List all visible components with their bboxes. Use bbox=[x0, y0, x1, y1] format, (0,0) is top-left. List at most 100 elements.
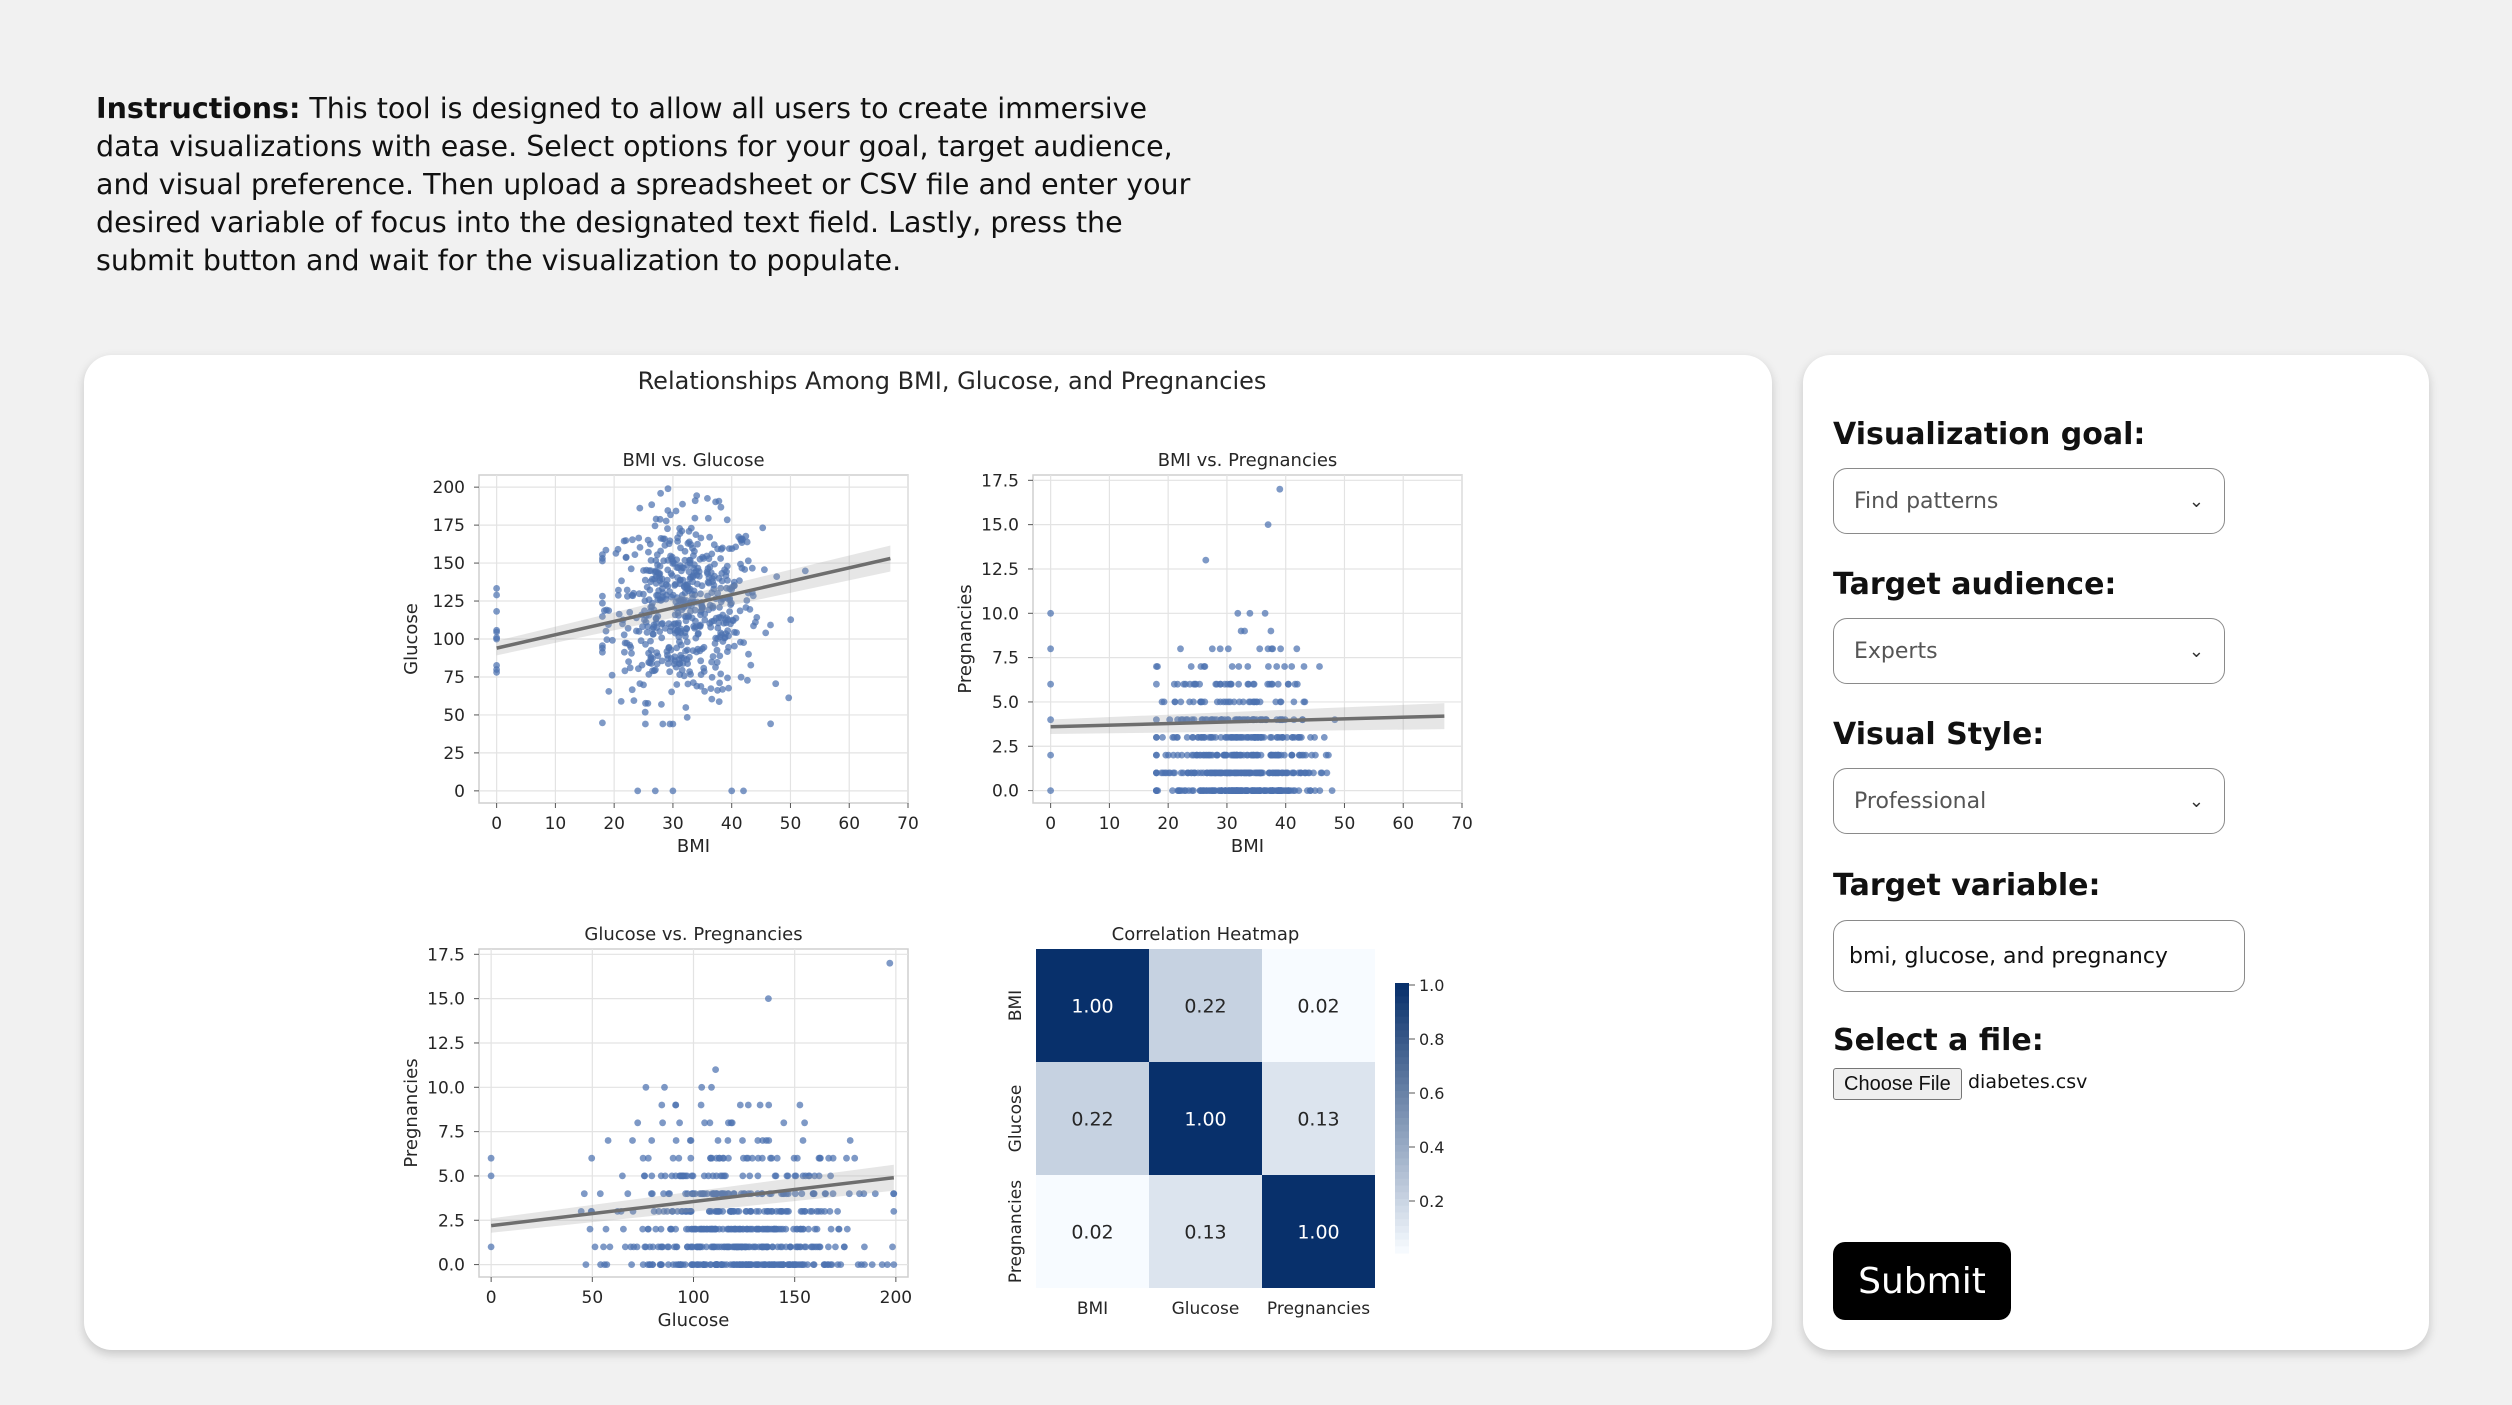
scatter-point bbox=[861, 1243, 868, 1251]
scatter-point bbox=[737, 673, 745, 681]
scatter-point bbox=[790, 1225, 797, 1233]
scatter-point bbox=[741, 566, 749, 573]
scatter-point bbox=[1174, 716, 1181, 724]
scatter-point bbox=[1153, 751, 1160, 759]
scatter-point bbox=[808, 1208, 816, 1215]
y-tick-label: 10.0 bbox=[981, 604, 1019, 624]
scatter-point bbox=[764, 1225, 771, 1233]
scatter-point bbox=[1174, 787, 1182, 794]
scatter-point bbox=[687, 541, 695, 548]
confidence-band bbox=[1050, 703, 1445, 734]
scatter-point bbox=[785, 1208, 792, 1215]
scatter-point bbox=[1273, 751, 1281, 759]
colorbar-segment bbox=[1395, 1084, 1409, 1092]
scatter-point bbox=[588, 1154, 596, 1162]
scatter-point bbox=[683, 1225, 690, 1233]
subplot-title: Correlation Heatmap bbox=[1112, 924, 1300, 945]
scatter-point bbox=[665, 643, 673, 651]
scatter-point bbox=[738, 539, 746, 546]
scatter-point bbox=[1325, 751, 1332, 759]
scatter-point bbox=[1320, 734, 1328, 741]
heatmap-value: 1.00 bbox=[1071, 996, 1113, 1018]
scatter-point bbox=[730, 1208, 738, 1215]
scatter-point bbox=[771, 1261, 779, 1268]
scatter-point bbox=[1153, 716, 1160, 724]
scatter-point bbox=[701, 616, 709, 624]
heatmap-value: 0.13 bbox=[1184, 1222, 1226, 1244]
scatter-point bbox=[697, 1101, 705, 1109]
scatter-point bbox=[813, 1225, 821, 1233]
scatter-point bbox=[642, 1083, 650, 1091]
scatter-point bbox=[688, 1261, 696, 1268]
regression-line bbox=[496, 556, 891, 650]
scatter-point bbox=[706, 1261, 714, 1268]
scatter-point bbox=[731, 1225, 739, 1233]
scatter-point bbox=[691, 1190, 699, 1198]
scatter-point bbox=[1217, 734, 1225, 741]
heatmap-value: 1.00 bbox=[1184, 1109, 1226, 1131]
scatter-point bbox=[717, 584, 724, 592]
scatter-point bbox=[845, 1190, 853, 1198]
scatter-point bbox=[614, 545, 622, 553]
style-select[interactable]: Professional ⌄ bbox=[1833, 768, 2225, 834]
scatter-point bbox=[1153, 787, 1160, 794]
scatter-point bbox=[1264, 645, 1272, 653]
scatter-point bbox=[677, 651, 684, 659]
scatter-point bbox=[599, 592, 606, 600]
scatter-point bbox=[1277, 645, 1284, 653]
scatter-point bbox=[631, 551, 639, 558]
scatter-point bbox=[692, 531, 700, 538]
goal-select[interactable]: Find patterns ⌄ bbox=[1833, 468, 2225, 534]
scatter-point bbox=[739, 1137, 746, 1144]
scatter-point bbox=[709, 602, 717, 610]
audience-select[interactable]: Experts ⌄ bbox=[1833, 618, 2225, 684]
scatter-point bbox=[599, 648, 606, 656]
scatter-point bbox=[1202, 556, 1210, 564]
scatter-point bbox=[677, 641, 685, 649]
scatter-point bbox=[601, 1261, 608, 1268]
scatter-point bbox=[829, 1190, 837, 1198]
scatter-point bbox=[599, 551, 606, 558]
y-tick-label: 0 bbox=[454, 782, 465, 802]
scatter-point bbox=[697, 534, 705, 542]
scatter-point bbox=[779, 1208, 786, 1215]
scatter-point bbox=[1276, 734, 1283, 741]
choose-file-button[interactable]: Choose File bbox=[1833, 1068, 1962, 1100]
scatter-point bbox=[666, 720, 674, 728]
regression-line bbox=[490, 1175, 895, 1228]
scatter-point bbox=[619, 1172, 626, 1180]
x-axis-label: Glucose bbox=[658, 1310, 730, 1331]
submit-button[interactable]: Submit bbox=[1833, 1242, 2011, 1320]
heatmap-cell bbox=[1149, 1175, 1262, 1288]
scatter-point bbox=[725, 643, 732, 651]
scatter-point bbox=[1250, 698, 1258, 706]
scatter-point bbox=[591, 1243, 599, 1251]
heatmap-value: 0.02 bbox=[1297, 996, 1339, 1018]
scatter-point bbox=[1241, 627, 1248, 635]
scatter-point bbox=[724, 627, 732, 635]
scatter-point bbox=[636, 504, 644, 512]
scatter-point bbox=[629, 536, 636, 544]
scatter-point bbox=[810, 1190, 818, 1198]
scatter-point bbox=[672, 1101, 680, 1109]
scatter-point bbox=[682, 647, 689, 655]
target-variable-value: bmi, glucose, and pregnancy bbox=[1849, 943, 2168, 969]
target-variable-input[interactable]: bmi, glucose, and pregnancy bbox=[1833, 920, 2245, 992]
scatter-point bbox=[1047, 609, 1054, 617]
scatter-point bbox=[1194, 769, 1202, 777]
scatter-point bbox=[630, 589, 637, 597]
scatter-point bbox=[726, 608, 733, 615]
scatter-point bbox=[841, 1243, 848, 1251]
scatter-point bbox=[718, 1261, 726, 1268]
scatter-point bbox=[668, 1208, 676, 1215]
scatter-point bbox=[664, 485, 672, 493]
scatter-point bbox=[1226, 698, 1234, 706]
scatter-point bbox=[713, 646, 721, 654]
scatter-point bbox=[797, 1225, 805, 1233]
y-tick-label: 175 bbox=[433, 516, 465, 536]
x-tick-label: 70 bbox=[897, 814, 919, 834]
scatter-point bbox=[1206, 769, 1214, 777]
scatter-point bbox=[664, 655, 672, 662]
scatter-point bbox=[801, 1119, 808, 1127]
scatter-point bbox=[626, 641, 634, 649]
